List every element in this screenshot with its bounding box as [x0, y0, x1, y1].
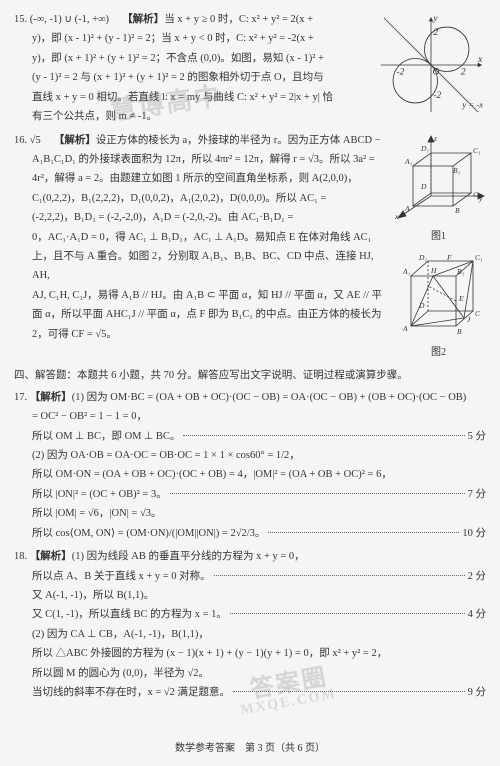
svg-text:x: x [477, 55, 483, 65]
svg-text:C₁: C₁ [475, 253, 483, 262]
svg-text:B: B [455, 206, 460, 215]
question-16: z y x A B C D A₁ B₁ C₁ D₁ 图1 A B C D A₁ B₁ C₁ D₁ H J E F [14, 131, 486, 363]
svg-text:2: 2 [461, 67, 466, 77]
svg-text:F: F [446, 253, 452, 262]
svg-text:D₁: D₁ [418, 253, 427, 262]
q16-tag: 【解析】 [54, 135, 96, 146]
svg-text:C₁: C₁ [473, 146, 481, 155]
q18-l2: 又 A(-1, -1)，所以 B(1,1)。 [14, 586, 486, 605]
q17-l3: (2) 因为 OA·OB = OA·OC = OB·OC = 1 × 1 × c… [14, 446, 486, 465]
svg-text:y: y [478, 194, 483, 203]
svg-text:J: J [467, 315, 471, 324]
fig2-label: 图2 [391, 344, 486, 363]
q17-l4: 所以 OM·ON = (OA + OB + OC)·(OC + OB) = 4，… [14, 465, 486, 484]
section-4-heading: 四、解答题：本题共 6 小题，共 70 分。解答应写出文字说明、证明过程或演算步… [14, 366, 486, 385]
svg-text:H: H [430, 266, 437, 275]
q16-answer: √5 [30, 135, 41, 146]
figure-q16-2: A B C D A₁ B₁ C₁ D₁ H J E F [391, 246, 486, 336]
q18-l0: (1) 因为线段 AB 的垂直平分线的方程为 x + y = 0， [72, 551, 305, 562]
svg-text:z: z [433, 134, 437, 143]
q18-l5: 所以 △ABC 外接圆的方程为 (x − 1)(x + 1) + (y − 1)… [14, 644, 486, 663]
question-15: x y O -2 2 -2 2 y = -x 15. (-∞, -1) ∪ (-… [14, 10, 486, 127]
svg-text:D₁: D₁ [420, 144, 429, 153]
q18-number: 18. [14, 551, 27, 562]
q15-tag: 【解析】 [122, 14, 164, 25]
question-17: 17. 【解析】(1) 因为 OM·BC = (OA + OB + OC)·(O… [14, 388, 486, 543]
svg-text:E: E [458, 294, 464, 303]
figure-q16-1: zyx ABCD A₁B₁C₁D₁ [391, 131, 486, 221]
svg-text:A: A [404, 204, 410, 213]
q15-answer: (-∞, -1) ∪ (-1, +∞) [30, 14, 109, 25]
q17-l0: (1) 因为 OM·BC = (OA + OB + OC)·(OC − OB) … [72, 392, 467, 403]
svg-text:A: A [402, 324, 408, 333]
q18-l1: 所以点 A、B 关于直线 x + y = 0 对称。2 分 [14, 567, 486, 586]
q17-l5: 所以 |ON|² = (OC + OB)² = 3。7 分 [14, 485, 486, 504]
svg-text:A₁: A₁ [402, 267, 411, 276]
q18-l6: 所以圆 M 的圆心为 (0,0)，半径为 √2。 [14, 664, 486, 683]
question-18: 18. 【解析】(1) 因为线段 AB 的垂直平分线的方程为 x + y = 0… [14, 547, 486, 702]
q16-number: 16. [14, 135, 27, 146]
svg-text:C: C [475, 309, 481, 318]
svg-text:D: D [420, 182, 427, 191]
svg-text:y: y [432, 14, 438, 24]
q17-number: 17. [14, 392, 27, 403]
svg-text:-2: -2 [433, 91, 441, 101]
svg-text:2: 2 [433, 28, 438, 38]
q18-l3: 又 C(1, -1)，所以直线 BC 的方程为 x = 1。4 分 [14, 605, 486, 624]
svg-text:A₁: A₁ [404, 157, 413, 166]
q17-tag: 【解析】 [30, 392, 72, 403]
svg-text:O: O [433, 67, 440, 77]
q15-l0: 当 x + y ≥ 0 时，C: x² + y² = 2(x + [164, 14, 313, 25]
fig1-label: 图1 [391, 228, 486, 247]
q15-number: 15. [14, 14, 27, 25]
q17-l6: 所以 |OM| = √6，|ON| = √3。 [14, 504, 486, 523]
svg-text:B₁: B₁ [453, 166, 461, 175]
svg-text:B: B [457, 327, 462, 336]
q17-l1: = OC² − OB² = 1 − 1 = 0， [14, 407, 486, 426]
q18-l4: (2) 因为 CA ⊥ CB，A(-1, -1)，B(1,1)， [14, 625, 486, 644]
q16-l0: 设正方体的棱长为 a，外接球的半径为 r。因为正方体 ABCD − [96, 135, 381, 146]
svg-text:B₁: B₁ [457, 267, 465, 276]
q18-tag: 【解析】 [30, 551, 72, 562]
q17-l7: 所以 cos⟨OM, ON⟩ = (OM·ON)/(|OM||ON|) = 2√… [14, 524, 486, 543]
q18-l7: 当切线的斜率不存在时，x = √2 满足题意。9 分 [14, 683, 486, 702]
svg-text:x: x [394, 212, 399, 221]
page-footer: 数学参考答案 第 3 页（共 6 页） [0, 740, 500, 759]
svg-text:y = -x: y = -x [461, 99, 483, 109]
q17-l2: 所以 OM ⊥ BC，即 OM ⊥ BC。5 分 [14, 427, 486, 446]
svg-text:-2: -2 [396, 67, 404, 77]
figure-q15: x y O -2 2 -2 2 y = -x [376, 10, 486, 120]
svg-text:D: D [418, 301, 425, 310]
